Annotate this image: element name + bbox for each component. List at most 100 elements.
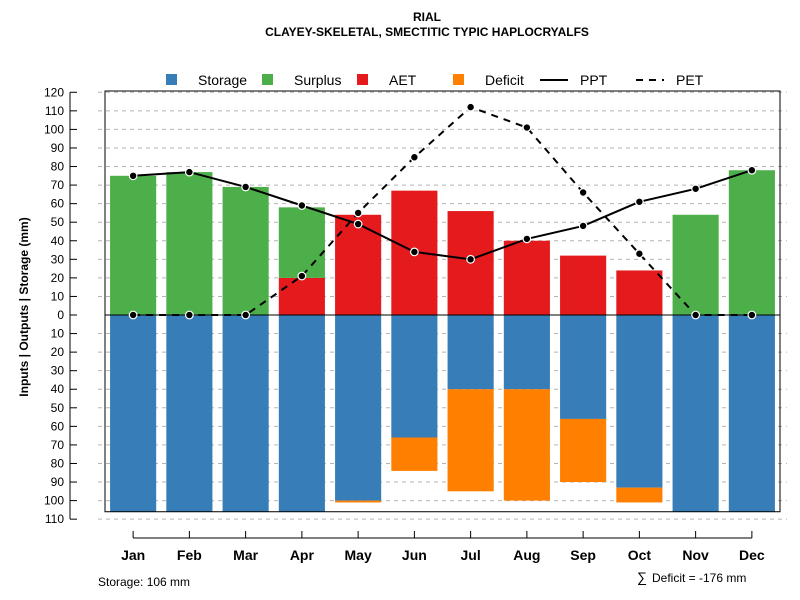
x-tick-label-dec: Dec [739, 547, 765, 563]
pet-point-aug [522, 123, 532, 132]
x-tick-label-apr: Apr [290, 547, 315, 563]
storage-bar-oct [616, 315, 663, 488]
y-tick-label: 100 [44, 122, 64, 136]
aet-bar-oct [616, 270, 663, 315]
y-tick-label: 50 [51, 401, 65, 415]
surplus-bar-jan [110, 175, 157, 315]
gridlines [98, 91, 787, 520]
ppt-point-feb [184, 167, 194, 177]
ppt-point-dec [747, 165, 757, 175]
plot-frame [104, 90, 781, 513]
storage-bar-aug [503, 315, 550, 390]
x-tick-label-sep: Sep [570, 547, 596, 563]
pet-point-feb [184, 310, 194, 320]
legend-label-pet: PET [676, 72, 704, 88]
aet-bar-sep [560, 255, 607, 315]
x-tick-label-mar: Mar [233, 547, 258, 563]
storage-bar-sep [560, 315, 607, 419]
y-tick-label: 10 [51, 327, 65, 341]
legend-label-storage: Storage [198, 72, 247, 88]
ppt-point-oct [634, 197, 644, 207]
ppt-point-apr [297, 201, 307, 210]
ppt-point-mar [241, 182, 251, 192]
y-axis: 120 110 100 90 80 70 60 50 40 30 20 100 10 20 30 40 50 60… [44, 85, 77, 526]
ppt-point-jun [409, 247, 419, 257]
y-tick-label: 30 [51, 252, 65, 266]
pet-line [133, 105, 752, 316]
legend-label-ppt: PPT [580, 72, 608, 88]
surplus-bar-nov [672, 214, 719, 315]
surplus-bar-feb [166, 172, 213, 315]
y-tick-label: 20 [51, 345, 65, 359]
legend-swatch-deficit [453, 74, 464, 85]
legend-swatch-storage [166, 74, 177, 85]
storage-bar-feb [166, 315, 213, 512]
y-tick-label: 60 [51, 197, 65, 211]
y-tick-label: 80 [51, 160, 65, 174]
y-tick-label: 110 [45, 512, 64, 526]
storage-bar-jul [447, 315, 494, 390]
y-tick-label: 0 [57, 308, 64, 322]
pet-point-dec [747, 310, 757, 320]
legend-swatch-aet [357, 74, 368, 85]
ppt-point-may [353, 219, 363, 229]
pet-point-sep [578, 188, 588, 197]
storage-bar-dec [728, 315, 775, 512]
aet-bar-aug [503, 240, 550, 315]
pet-point-jan [128, 310, 138, 320]
legend-label-deficit: Deficit [485, 72, 524, 88]
y-tick-label: 50 [51, 215, 65, 229]
x-tick-label-jul: Jul [461, 547, 481, 563]
pet-point-may [353, 208, 363, 218]
pet-point-nov [691, 310, 701, 320]
x-tick-label-oct: Oct [628, 547, 652, 563]
surplus-bar-dec [728, 170, 775, 315]
deficit-bar-oct [616, 487, 663, 503]
y-tick-label: 60 [51, 419, 65, 433]
ppt-point-jan [128, 171, 138, 181]
deficit-bar-jul [447, 389, 494, 492]
pet-point-apr [297, 271, 307, 281]
pet-point-jul [466, 102, 476, 112]
aet-bar-apr [278, 277, 325, 315]
y-tick-label: 40 [51, 234, 65, 248]
x-tick-label-nov: Nov [682, 547, 709, 563]
deficit-bar-may [335, 500, 382, 503]
y-tick-label: 70 [51, 438, 65, 452]
y-tick-label: 90 [51, 141, 65, 155]
surplus-bar-apr [278, 207, 325, 278]
lines-group [128, 102, 757, 320]
storage-bar-nov [672, 315, 719, 512]
aet-bar-may [335, 214, 382, 315]
legend-label-aet: AET [389, 72, 417, 88]
y-tick-label: 30 [51, 364, 65, 378]
chart-subtitle: CLAYEY-SKELETAL, SMECTITIC TYPIC HAPLOCR… [265, 25, 589, 39]
storage-bar-apr [278, 315, 325, 512]
y-tick-label: 70 [51, 178, 65, 192]
y-axis-label: Inputs | Outputs | Storage (mm) [17, 217, 31, 396]
pet-point-oct [634, 249, 644, 259]
y-tick-label: 90 [51, 475, 65, 489]
storage-bar-may [335, 315, 382, 501]
storage-footnote: Storage: 106 mm [98, 575, 190, 589]
x-tick-label-may: May [345, 547, 372, 563]
sum-symbol: ∑ [637, 569, 647, 585]
legend-label-surplus: Surplus [294, 72, 341, 88]
y-tick-label: 110 [45, 104, 64, 118]
y-tick-label: 120 [44, 85, 64, 99]
deficit-bar-sep [560, 418, 607, 483]
y-tick-label: 100 [44, 494, 64, 508]
x-tick-label-feb: Feb [177, 547, 202, 563]
pet-point-jun [409, 152, 419, 162]
legend-swatch-surplus [262, 74, 273, 85]
legend: Storage Surplus AET Deficit PPT PET [166, 72, 704, 88]
ppt-point-jul [466, 254, 476, 264]
y-tick-label: 40 [51, 382, 65, 396]
y-tick-label: 20 [51, 271, 65, 285]
storage-bar-jun [391, 315, 438, 438]
chart-title: RIAL [413, 10, 441, 24]
deficit-bar-jun [391, 437, 438, 471]
storage-bar-jan [110, 315, 157, 512]
ppt-line [133, 169, 753, 261]
